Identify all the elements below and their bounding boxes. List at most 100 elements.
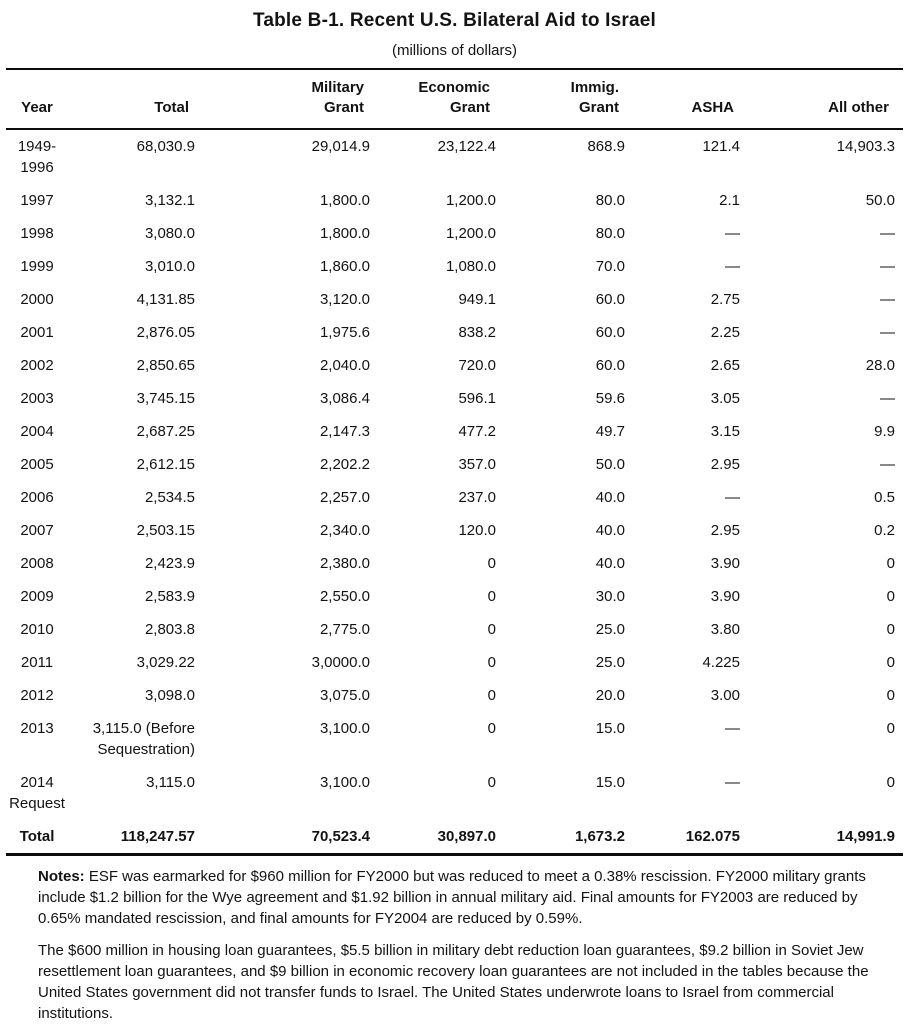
immig-grant-cell: 15.0 — [595, 720, 625, 737]
asha-cell: — — [725, 225, 740, 242]
military-grant-cell: 3,075.0 — [319, 687, 370, 704]
immig-grant-cell: 15.0 — [595, 774, 625, 791]
year-cell: 1997 — [20, 192, 54, 209]
economic-grant-cell: 357.0 — [458, 456, 496, 473]
column-header-asha: ASHA — [691, 99, 734, 116]
notes-label: Notes: — [38, 868, 85, 885]
year-cell: 2002 — [20, 357, 54, 374]
immig-grant-cell: 50.0 — [595, 456, 625, 473]
table-row: 1949- 1996 68,030.9 29,014.9 23,122.4 86… — [6, 129, 903, 184]
total-cell: 2,583.9 — [144, 588, 195, 605]
table-row: 2003 3,745.15 3,086.4 596.1 59.6 3.05 — — [6, 382, 903, 415]
total-cell: 2,503.15 — [136, 522, 195, 539]
total-cell: 3,115.0 — [146, 774, 195, 791]
table-row: 1998 3,080.0 1,800.0 1,200.0 80.0 — — — [6, 217, 903, 250]
all-other-cell: 0.5 — [874, 489, 895, 506]
total-cell: 2,612.15 — [136, 456, 195, 473]
asha-cell: 3.80 — [710, 621, 740, 638]
asha-cell: 2.95 — [710, 456, 740, 473]
asha-cell: 3.90 — [710, 588, 740, 605]
economic-grant-cell: 0 — [487, 588, 496, 605]
economic-grant-cell: 1,080.0 — [445, 258, 496, 275]
year-cell: 2004 — [20, 423, 54, 440]
year-cell: 2013 — [20, 720, 54, 737]
notes-section: Notes: ESF was earmarked for $960 millio… — [38, 866, 878, 1024]
immig-grant-cell: 80.0 — [595, 225, 625, 242]
all-other-cell: 28.0 — [865, 357, 895, 374]
immig-grant-cell: 25.0 — [595, 654, 625, 671]
table-row: 2006 2,534.5 2,257.0 237.0 40.0 — 0.5 — [6, 481, 903, 514]
immig-grant-cell: 80.0 — [595, 192, 625, 209]
economic-grant-cell: 0 — [487, 654, 496, 671]
immig-grant-cell: 49.7 — [595, 423, 625, 440]
military-grant-cell: 2,775.0 — [319, 621, 370, 638]
asha-cell: 2.25 — [710, 324, 740, 341]
all-other-cell: 0 — [886, 588, 895, 605]
asha-cell: — — [725, 489, 740, 506]
military-grant-cell: 2,380.0 — [319, 555, 370, 572]
year-cell: 2012 — [20, 687, 54, 704]
all-other-cell: 50.0 — [865, 192, 895, 209]
year-cell: 1999 — [20, 258, 54, 275]
year-cell: 2007 — [20, 522, 54, 539]
total-cell: 68,030.9 — [136, 138, 195, 155]
year-cell: 2001 — [20, 324, 54, 341]
year-cell: 2011 — [20, 654, 54, 671]
notes-text-1: ESF was earmarked for $960 million for F… — [38, 868, 866, 927]
military-grant-cell: 1,975.6 — [319, 324, 370, 341]
all-other-cell: 0 — [886, 555, 895, 572]
table-row: 2002 2,850.65 2,040.0 720.0 60.0 2.65 28… — [6, 349, 903, 382]
year-cell: 2006 — [20, 489, 54, 506]
immig-grant-cell: 1,673.2 — [574, 828, 625, 845]
asha-cell: — — [725, 774, 740, 791]
economic-grant-cell: 0 — [487, 774, 496, 791]
asha-cell: 2.75 — [710, 291, 740, 308]
total-cell: 3,745.15 — [136, 390, 195, 407]
table-row: 1997 3,132.1 1,800.0 1,200.0 80.0 2.1 50… — [6, 184, 903, 217]
military-grant-cell: 2,147.3 — [319, 423, 370, 440]
economic-grant-cell: 0 — [487, 720, 496, 737]
immig-grant-cell: 59.6 — [595, 390, 625, 407]
total-cell: 118,247.57 — [120, 828, 195, 845]
economic-grant-cell: 0 — [487, 555, 496, 572]
military-grant-cell: 29,014.9 — [311, 138, 370, 155]
all-other-cell: — — [880, 390, 895, 407]
immig-grant-cell: 70.0 — [595, 258, 625, 275]
table-row: 2014 Request 3,115.0 3,100.0 0 15.0 — 0 — [6, 766, 903, 820]
asha-cell: 2.95 — [710, 522, 740, 539]
table-row: 1999 3,010.0 1,860.0 1,080.0 70.0 — — — [6, 250, 903, 283]
economic-grant-cell: 1,200.0 — [445, 225, 496, 242]
all-other-cell: 9.9 — [874, 423, 895, 440]
all-other-cell: — — [880, 258, 895, 275]
immig-grant-cell: 868.9 — [587, 138, 625, 155]
economic-grant-cell: 596.1 — [458, 390, 496, 407]
economic-grant-cell: 120.0 — [458, 522, 496, 539]
all-other-cell: 0 — [886, 687, 895, 704]
table-row: 2001 2,876.05 1,975.6 838.2 60.0 2.25 — — [6, 316, 903, 349]
all-other-cell: 14,991.9 — [836, 828, 895, 845]
year-cell: 2009 — [20, 588, 54, 605]
asha-cell: 3.05 — [710, 390, 740, 407]
header-row: Year Total Military Grant Economic Grant… — [6, 69, 903, 129]
military-grant-cell: 3,0000.0 — [311, 654, 370, 671]
total-cell: 3,080.0 — [144, 225, 195, 242]
immig-grant-cell: 25.0 — [595, 621, 625, 638]
year-cell: 1949- 1996 — [17, 138, 57, 176]
total-cell: 3,115.0 (Before Sequestration) — [92, 720, 195, 758]
column-header-year: Year — [21, 99, 53, 116]
column-header-immig-grant: Immig. Grant — [570, 79, 619, 116]
table-title: Table B-1. Recent U.S. Bilateral Aid to … — [252, 10, 657, 31]
all-other-cell: 0.2 — [874, 522, 895, 539]
table-row: 2008 2,423.9 2,380.0 0 40.0 3.90 0 — [6, 547, 903, 580]
total-cell: 2,876.05 — [136, 324, 195, 341]
military-grant-cell: 1,800.0 — [319, 225, 370, 242]
year-cell: 2003 — [20, 390, 54, 407]
total-cell: 2,803.8 — [144, 621, 195, 638]
military-grant-cell: 3,120.0 — [319, 291, 370, 308]
year-cell: 2014 Request — [9, 774, 65, 812]
year-cell: 2010 — [20, 621, 54, 638]
asha-cell: 2.65 — [710, 357, 740, 374]
military-grant-cell: 1,800.0 — [319, 192, 370, 209]
military-grant-cell: 2,040.0 — [319, 357, 370, 374]
year-cell: 1998 — [20, 225, 54, 242]
